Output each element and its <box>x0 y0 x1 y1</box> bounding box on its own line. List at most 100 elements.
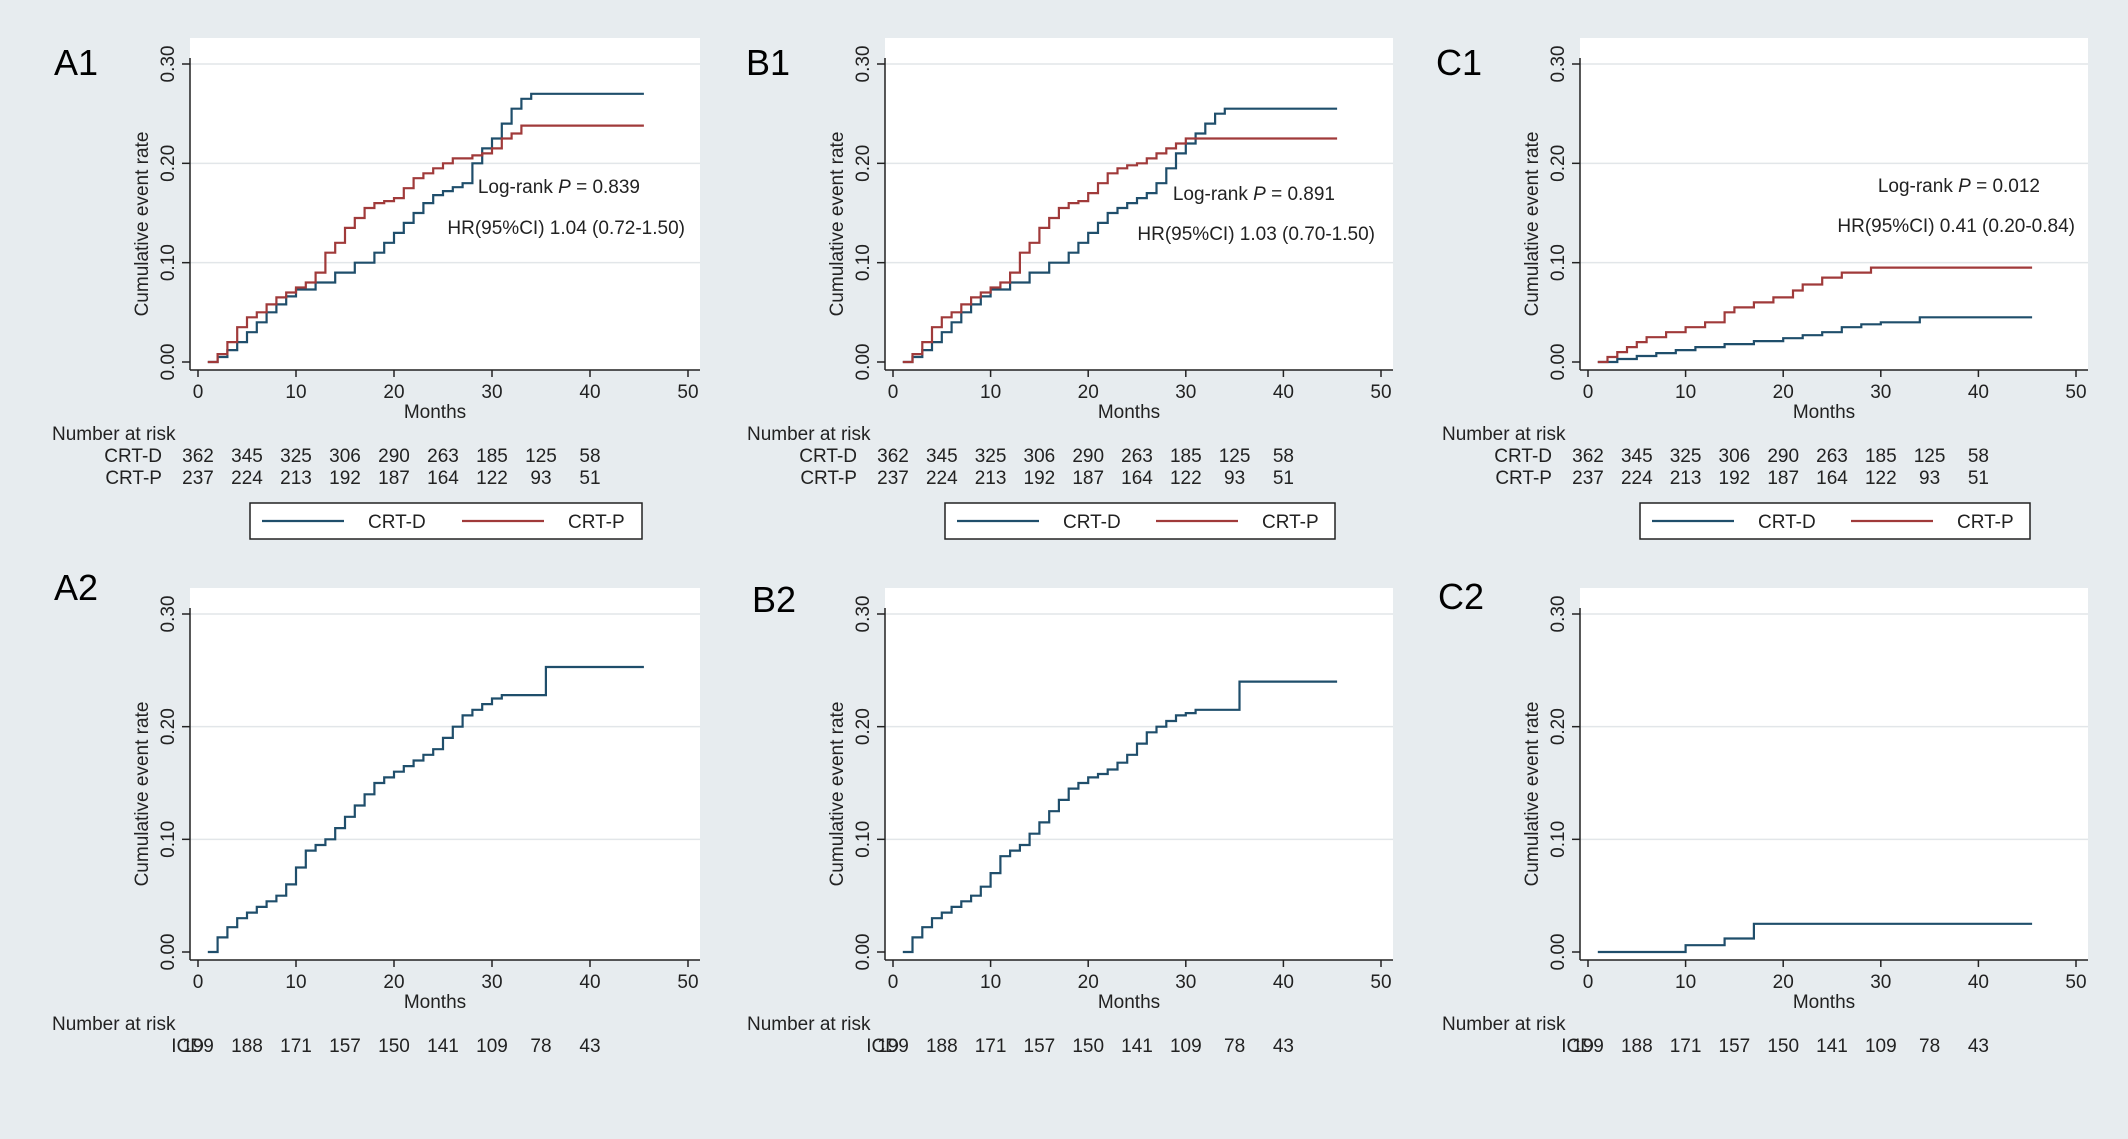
risk-table-title: Number at risk <box>52 1014 176 1035</box>
risk-value: 192 <box>1024 468 1056 489</box>
x-tick-label: 30 <box>1175 382 1196 403</box>
series-line-crt-d <box>902 107 1338 364</box>
x-tick-label: 0 <box>888 382 899 403</box>
x-tick-label: 30 <box>481 972 502 993</box>
y-tick-label: 0.20 <box>158 145 179 182</box>
y-tick-label: 0.10 <box>1548 244 1569 281</box>
risk-value: 306 <box>1719 446 1751 467</box>
y-tick-label: 0.00 <box>1548 344 1569 381</box>
panel-a2: A2 0.00 0.10 0.20 0.30 0 10 20 30 40 50 Months Cumul… <box>52 567 700 1057</box>
risk-value: 263 <box>1121 446 1153 467</box>
logrank-value: = 0.891 <box>1266 184 1335 205</box>
risk-value: 345 <box>231 446 263 467</box>
risk-value: 43 <box>579 1036 600 1057</box>
x-tick-label: 30 <box>481 382 502 403</box>
risk-value: 224 <box>1621 468 1653 489</box>
risk-value: 58 <box>1273 446 1294 467</box>
risk-table-title: Number at risk <box>747 1014 871 1035</box>
x-tick-label: 0 <box>193 972 204 993</box>
x-tick-label: 50 <box>677 972 698 993</box>
risk-value: 290 <box>1767 446 1799 467</box>
risk-value: 109 <box>476 1036 508 1057</box>
risk-value: 125 <box>1219 446 1251 467</box>
hr-annotation: HR(95%CI) 1.04 (0.72-1.50) <box>447 218 685 239</box>
risk-row-label: CRT-P <box>800 468 857 489</box>
risk-value: 157 <box>329 1036 361 1057</box>
logrank-prefix: Log-rank <box>1878 176 1958 197</box>
x-tick-label: 50 <box>677 382 698 403</box>
risk-value: 122 <box>1865 468 1897 489</box>
risk-value: 43 <box>1273 1036 1294 1057</box>
y-tick-label: 0.30 <box>853 596 874 633</box>
x-tick-label: 50 <box>1370 972 1391 993</box>
logrank-prefix: Log-rank <box>1173 184 1253 205</box>
logrank-value: = 0.012 <box>1971 176 2040 197</box>
x-tick-label: 30 <box>1870 972 1891 993</box>
panel-label: A2 <box>54 567 98 608</box>
y-tick-label: 0.30 <box>853 46 874 83</box>
risk-row-label: CRT-D <box>1494 446 1552 467</box>
risk-value: 122 <box>476 468 508 489</box>
risk-value: 345 <box>926 446 958 467</box>
plot-area <box>1580 588 2088 960</box>
risk-value: 188 <box>1621 1036 1653 1057</box>
risk-value: 157 <box>1024 1036 1056 1057</box>
risk-value: 188 <box>231 1036 263 1057</box>
risk-value: 164 <box>1121 468 1153 489</box>
logrank-p: P <box>558 177 571 198</box>
y-tick-label: 0.10 <box>158 821 179 858</box>
y-axis-title: Cumulative event rate <box>1522 702 1543 887</box>
y-tick-label: 0.00 <box>1548 934 1569 971</box>
risk-value: 192 <box>1719 468 1751 489</box>
y-axis-title: Cumulative event rate <box>827 702 848 887</box>
risk-value: 171 <box>975 1036 1007 1057</box>
series-line-icd <box>902 680 1338 954</box>
panel-label: B2 <box>752 579 796 620</box>
x-tick-label: 10 <box>285 972 306 993</box>
risk-value: 78 <box>530 1036 551 1057</box>
risk-value: 185 <box>1865 446 1897 467</box>
y-tick-label: 0.30 <box>1548 596 1569 633</box>
risk-value: 325 <box>1670 446 1702 467</box>
risk-value: 192 <box>329 468 361 489</box>
risk-row-label: CRT-D <box>104 446 162 467</box>
risk-value: 122 <box>1170 468 1202 489</box>
risk-value: 213 <box>975 468 1007 489</box>
x-axis-title: Months <box>1793 402 1855 423</box>
series-line-crt-p <box>207 124 644 364</box>
risk-value: 58 <box>1968 446 1989 467</box>
risk-value: 345 <box>1621 446 1653 467</box>
series-line-crt-p <box>1597 266 2033 364</box>
risk-value: 109 <box>1865 1036 1897 1057</box>
panel-label: A1 <box>54 42 98 83</box>
risk-row-label: CRT-P <box>1495 468 1552 489</box>
y-tick-label: 0.20 <box>853 145 874 182</box>
risk-value: 362 <box>877 446 909 467</box>
risk-value: 362 <box>1572 446 1604 467</box>
x-tick-label: 50 <box>1370 382 1391 403</box>
risk-value: 224 <box>926 468 958 489</box>
y-axis-title: Cumulative event rate <box>827 132 848 317</box>
risk-value: 141 <box>1816 1036 1848 1057</box>
x-tick-label: 40 <box>1968 972 1989 993</box>
risk-value: 51 <box>579 468 600 489</box>
risk-value: 141 <box>427 1036 459 1057</box>
risk-value: 325 <box>975 446 1007 467</box>
panel-b2: B2 0.00 0.10 0.20 0.30 0 10 20 30 40 50 Months Cumul… <box>747 579 1393 1057</box>
risk-row-label: CRT-P <box>105 468 162 489</box>
risk-value: 164 <box>427 468 459 489</box>
logrank-p: P <box>1958 176 1971 197</box>
legend-label-crt-p: CRT-P <box>1957 512 2014 533</box>
risk-value: 325 <box>280 446 312 467</box>
logrank-annotation: Log-rank P = 0.012 <box>1878 176 2040 197</box>
x-tick-label: 10 <box>1675 382 1696 403</box>
logrank-annotation: Log-rank P = 0.839 <box>478 177 640 198</box>
x-tick-label: 30 <box>1870 382 1891 403</box>
risk-value: 187 <box>378 468 410 489</box>
x-axis-title: Months <box>1793 992 1855 1013</box>
risk-value: 93 <box>1224 468 1245 489</box>
risk-value: 150 <box>1072 1036 1104 1057</box>
plot-area <box>885 38 1393 370</box>
y-tick-label: 0.20 <box>1548 708 1569 745</box>
risk-value: 150 <box>378 1036 410 1057</box>
